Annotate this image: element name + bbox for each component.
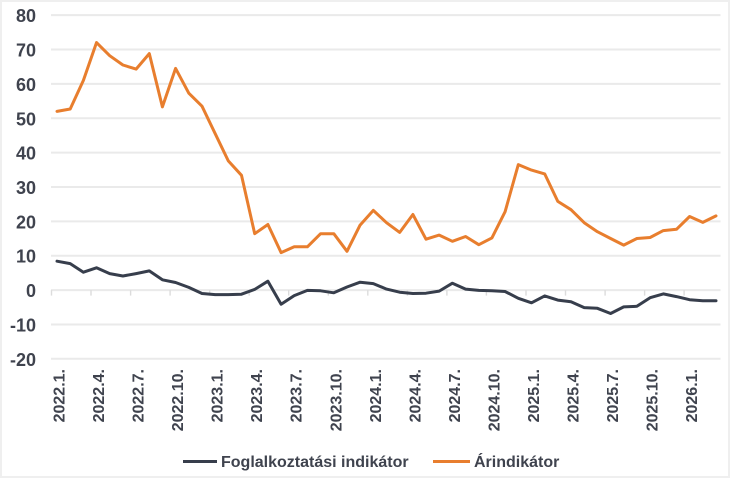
svg-text:2023.1.: 2023.1. [210, 369, 227, 422]
svg-text:2022.7.: 2022.7. [131, 369, 148, 422]
svg-text:60: 60 [16, 75, 36, 95]
svg-text:80: 80 [16, 6, 36, 26]
svg-text:2024.10.: 2024.10. [486, 369, 503, 431]
svg-text:2022.1.: 2022.1. [52, 369, 69, 422]
svg-text:-10: -10 [10, 316, 36, 336]
svg-text:2024.4.: 2024.4. [407, 369, 424, 422]
svg-text:40: 40 [16, 144, 36, 164]
svg-text:10: 10 [16, 247, 36, 267]
svg-text:2023.10.: 2023.10. [328, 369, 345, 431]
svg-text:Foglalkoztatási indikátor: Foglalkoztatási indikátor [221, 454, 409, 471]
svg-text:0: 0 [26, 281, 36, 301]
svg-text:2022.4.: 2022.4. [91, 369, 108, 422]
svg-text:2023.7.: 2023.7. [289, 369, 306, 422]
svg-text:20: 20 [16, 212, 36, 232]
svg-text:2025.1.: 2025.1. [526, 369, 543, 422]
svg-text:2026.1.: 2026.1. [684, 369, 701, 422]
svg-text:50: 50 [16, 109, 36, 129]
svg-text:2022.10.: 2022.10. [170, 369, 187, 431]
svg-text:2024.7.: 2024.7. [447, 369, 464, 422]
svg-text:2024.1.: 2024.1. [368, 369, 385, 422]
svg-text:30: 30 [16, 178, 36, 198]
svg-text:-20: -20 [10, 350, 36, 370]
svg-text:2025.7.: 2025.7. [605, 369, 622, 422]
svg-text:2025.4.: 2025.4. [566, 369, 583, 422]
svg-text:2023.4.: 2023.4. [249, 369, 266, 422]
svg-text:70: 70 [16, 41, 36, 61]
svg-text:2025.10.: 2025.10. [645, 369, 662, 431]
svg-text:Árindikátor: Árindikátor [474, 452, 559, 471]
